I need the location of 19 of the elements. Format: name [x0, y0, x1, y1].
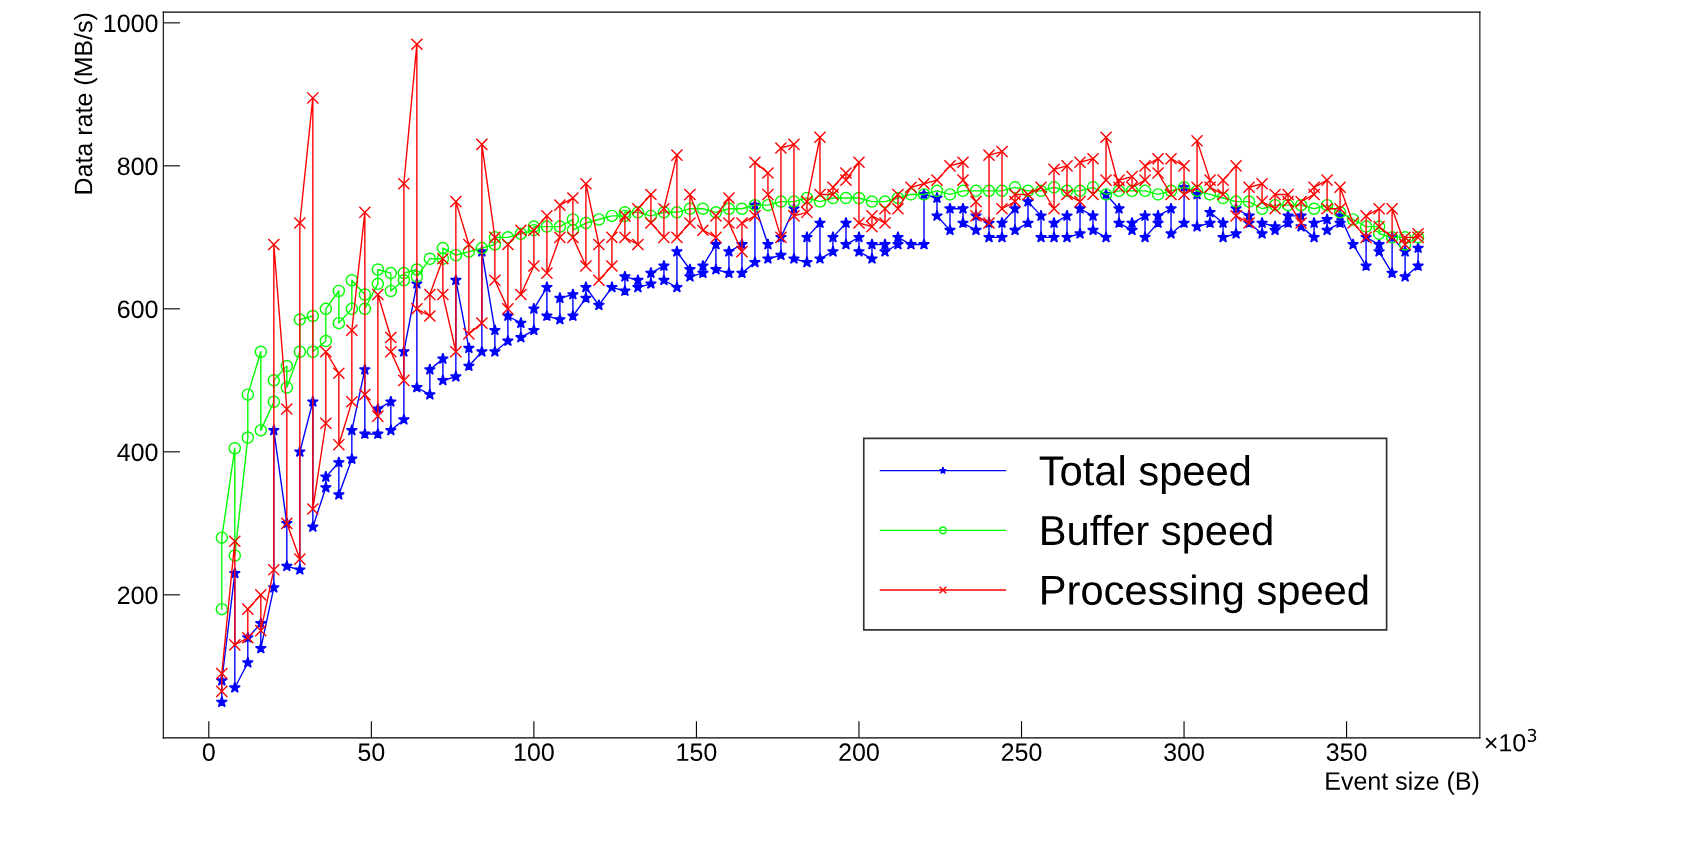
x-tick-label: 0 [202, 743, 215, 762]
y-tick-label: 800 [117, 157, 158, 176]
y-tick-label: 400 [117, 443, 158, 462]
x-axis-title: Event size (B) [1326, 771, 1479, 795]
x-tick-label: 50 [358, 743, 385, 762]
x-tick-label: 150 [677, 743, 717, 762]
legend-label: Processing speed [1042, 574, 1368, 614]
x-tick-label: 250 [1001, 743, 1042, 762]
text: ×10$^{3}$ [1485, 728, 1537, 752]
y-axis-title: Data rate (MB/s) [73, 13, 98, 194]
x-tick-label: 350 [1326, 743, 1367, 762]
legend-label: Total speed [1039, 455, 1250, 494]
x-tick-label: 300 [1164, 743, 1204, 762]
x-tick-label: 200 [839, 743, 879, 762]
x-tick-label: 100 [514, 743, 554, 762]
y-tick-label: 200 [117, 586, 158, 605]
legend-label: Buffer speed [1042, 514, 1272, 554]
y-tick-label: 600 [118, 300, 158, 319]
y-tick-label: 1000 [104, 14, 158, 33]
